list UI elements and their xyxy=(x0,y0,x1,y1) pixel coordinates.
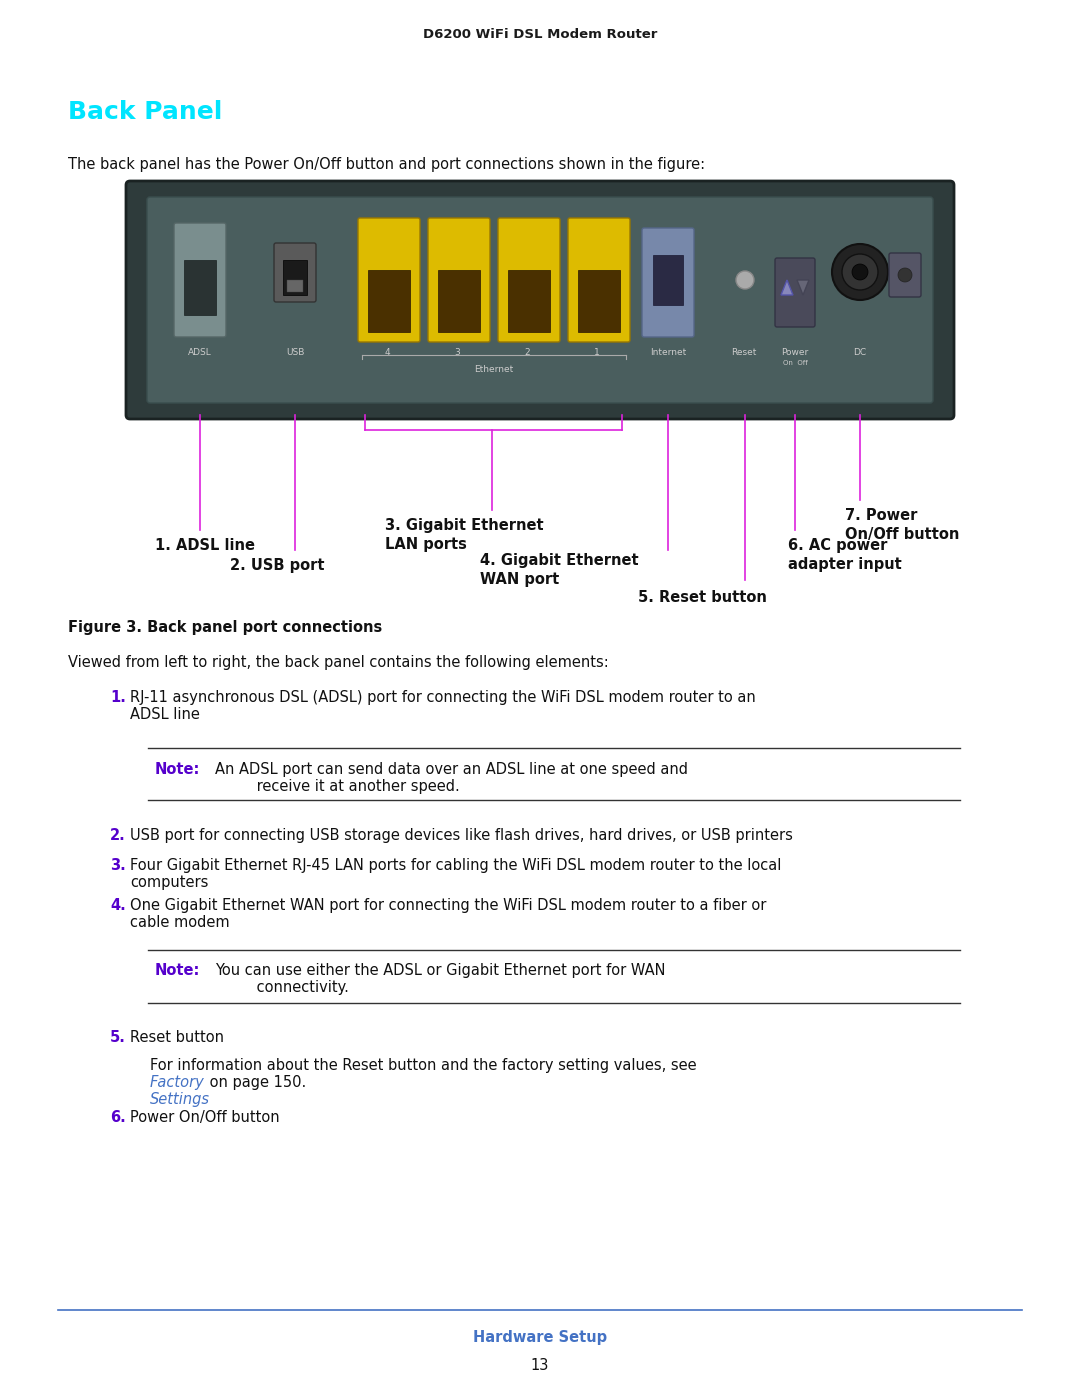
Text: Viewed from left to right, the back panel contains the following elements:: Viewed from left to right, the back pane… xyxy=(68,655,609,671)
Text: on page 150.: on page 150. xyxy=(205,1076,307,1090)
Text: 3.: 3. xyxy=(110,858,125,873)
Text: ADSL: ADSL xyxy=(188,348,212,358)
Text: 2: 2 xyxy=(524,348,530,358)
Text: 2. USB port: 2. USB port xyxy=(230,557,324,573)
Text: 4. Gigabit Ethernet: 4. Gigabit Ethernet xyxy=(480,553,638,569)
Text: 5.: 5. xyxy=(110,1030,126,1045)
Text: 1.: 1. xyxy=(110,690,126,705)
Text: Figure 3. Back panel port connections: Figure 3. Back panel port connections xyxy=(68,620,382,636)
Bar xyxy=(653,256,683,305)
Bar xyxy=(508,270,550,332)
Text: 7. Power: 7. Power xyxy=(845,509,917,522)
FancyBboxPatch shape xyxy=(174,224,226,337)
Text: Power On/Off button: Power On/Off button xyxy=(130,1111,280,1125)
Text: USB port for connecting USB storage devices like flash drives, hard drives, or U: USB port for connecting USB storage devi… xyxy=(130,828,793,842)
Polygon shape xyxy=(781,279,793,295)
Text: An ADSL port can send data over an ADSL line at one speed and
         receive i: An ADSL port can send data over an ADSL … xyxy=(215,761,688,795)
Text: Back Panel: Back Panel xyxy=(68,101,222,124)
Circle shape xyxy=(852,264,868,279)
Bar xyxy=(368,270,410,332)
Text: WAN port: WAN port xyxy=(480,571,559,587)
Text: Hardware Setup: Hardware Setup xyxy=(473,1330,607,1345)
Text: On  Off: On Off xyxy=(783,360,808,366)
Text: Reset button: Reset button xyxy=(130,1030,224,1045)
Text: Factory
Settings: Factory Settings xyxy=(150,1076,210,1108)
Text: You can use either the ADSL or Gigabit Ethernet port for WAN
         connectivi: You can use either the ADSL or Gigabit E… xyxy=(215,963,665,996)
Text: D6200 WiFi DSL Modem Router: D6200 WiFi DSL Modem Router xyxy=(422,28,658,41)
Text: Ethernet: Ethernet xyxy=(474,365,514,374)
Text: 1: 1 xyxy=(594,348,599,358)
Text: On/Off button: On/Off button xyxy=(845,527,959,542)
Text: 4.: 4. xyxy=(110,898,125,914)
Text: DC: DC xyxy=(853,348,866,358)
Text: 5. Reset button: 5. Reset button xyxy=(638,590,767,605)
Text: 1. ADSL line: 1. ADSL line xyxy=(156,538,255,553)
Text: RJ-11 asynchronous DSL (ADSL) port for connecting the WiFi DSL modem router to a: RJ-11 asynchronous DSL (ADSL) port for c… xyxy=(130,690,756,722)
Text: 13: 13 xyxy=(530,1358,550,1373)
Text: 4: 4 xyxy=(384,348,390,358)
FancyBboxPatch shape xyxy=(274,243,316,302)
Text: USB: USB xyxy=(286,348,305,358)
Text: Note:: Note: xyxy=(156,761,201,777)
Text: adapter input: adapter input xyxy=(788,557,902,571)
FancyBboxPatch shape xyxy=(147,197,933,402)
Text: 6.: 6. xyxy=(110,1111,125,1125)
FancyBboxPatch shape xyxy=(642,228,694,337)
Bar xyxy=(184,260,216,314)
Text: Internet: Internet xyxy=(650,348,686,358)
Circle shape xyxy=(897,268,912,282)
Text: 3: 3 xyxy=(454,348,460,358)
FancyBboxPatch shape xyxy=(775,258,815,327)
Text: Four Gigabit Ethernet RJ-45 LAN ports for cabling the WiFi DSL modem router to t: Four Gigabit Ethernet RJ-45 LAN ports fo… xyxy=(130,858,781,890)
Text: 2.: 2. xyxy=(110,828,125,842)
FancyBboxPatch shape xyxy=(889,253,921,298)
Text: Reset: Reset xyxy=(731,348,757,358)
Bar xyxy=(578,270,620,332)
FancyBboxPatch shape xyxy=(126,182,954,419)
Text: For information about the Reset button and the factory setting values, see: For information about the Reset button a… xyxy=(150,1058,701,1073)
Bar xyxy=(287,279,303,292)
FancyBboxPatch shape xyxy=(568,218,630,342)
Circle shape xyxy=(735,271,754,289)
FancyBboxPatch shape xyxy=(357,218,420,342)
Text: 3. Gigabit Ethernet: 3. Gigabit Ethernet xyxy=(384,518,543,534)
Bar xyxy=(438,270,480,332)
Text: LAN ports: LAN ports xyxy=(384,536,467,552)
Polygon shape xyxy=(797,279,809,295)
Text: One Gigabit Ethernet WAN port for connecting the WiFi DSL modem router to a fibe: One Gigabit Ethernet WAN port for connec… xyxy=(130,898,767,930)
Text: The back panel has the Power On/Off button and port connections shown in the fig: The back panel has the Power On/Off butt… xyxy=(68,156,705,172)
Text: Note:: Note: xyxy=(156,963,201,978)
FancyBboxPatch shape xyxy=(498,218,561,342)
Text: Power: Power xyxy=(781,348,809,358)
Text: 6. AC power: 6. AC power xyxy=(788,538,888,553)
FancyBboxPatch shape xyxy=(428,218,490,342)
Circle shape xyxy=(842,254,878,291)
Bar xyxy=(283,260,307,295)
Circle shape xyxy=(832,244,888,300)
